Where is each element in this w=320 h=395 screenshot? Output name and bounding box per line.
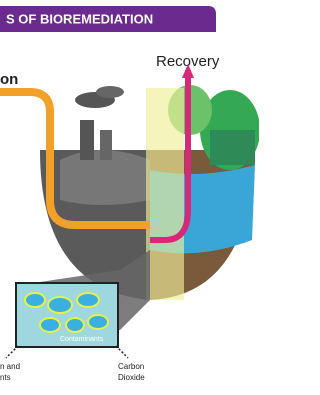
contaminants-label: Contaminants [60, 336, 104, 343]
dioxide-label: Dioxide [118, 373, 145, 382]
treatment-zone [146, 88, 184, 300]
left-bottom-label: n and [0, 362, 20, 371]
left-bottom-label: nts [0, 373, 11, 382]
left-top-label: on [0, 71, 18, 88]
illustration: S OF BIOREMEDIATION on Recovery Contamin… [0, 0, 259, 395]
carbon-label: Carbon [118, 362, 144, 371]
header-title: S OF BIOREMEDIATION [6, 11, 153, 26]
